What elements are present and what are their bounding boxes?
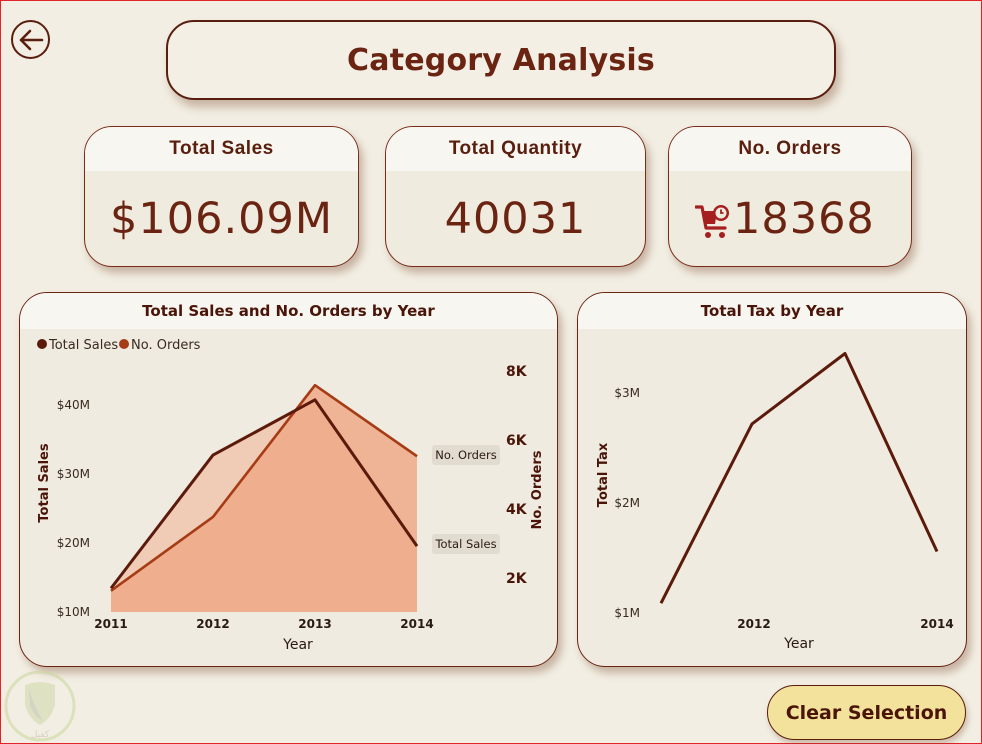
area-no-orders bbox=[111, 385, 417, 612]
x-tick-label: 2014 bbox=[400, 617, 433, 631]
y-tick-label: $10M bbox=[57, 605, 90, 619]
kpi-value-row: 18368 bbox=[669, 171, 911, 266]
x-tick-label: 2014 bbox=[920, 617, 953, 631]
y2-tick-label: 4K bbox=[506, 502, 528, 518]
y-tick-label: $1M bbox=[614, 606, 640, 620]
line-total-sales bbox=[109, 398, 419, 590]
page-title: Category Analysis bbox=[347, 42, 655, 78]
watermark-logo-icon: كفيل bbox=[4, 670, 76, 742]
y-axis-title: Total Tax bbox=[596, 442, 611, 507]
y-tick-label: $20M bbox=[57, 536, 90, 550]
y-tick-label: $3M bbox=[614, 386, 640, 400]
page-title-box: Category Analysis bbox=[166, 20, 836, 100]
kpi-card-total-quantity: Total Quantity 40031 bbox=[385, 126, 646, 267]
y2-tick-label: 6K bbox=[506, 433, 528, 449]
kpi-card-total-sales: Total Sales $106.09M bbox=[84, 126, 359, 267]
kpi-card-no-orders: No. Orders 18368 bbox=[668, 126, 912, 267]
y-tick-label: $30M bbox=[57, 467, 90, 481]
x-axis-title: Year bbox=[282, 637, 313, 653]
kpi-label: No. Orders bbox=[669, 127, 911, 171]
legend-dot-total-sales bbox=[37, 339, 47, 349]
y2-tick-label: 2K bbox=[506, 571, 528, 587]
end-label-bg bbox=[432, 445, 500, 465]
shopping-cart-clock-icon bbox=[695, 204, 729, 238]
line-total-tax bbox=[659, 352, 939, 604]
x-tick-label: 2012 bbox=[196, 617, 229, 631]
y-axis-title: Total Sales bbox=[37, 443, 52, 522]
arrow-left-icon bbox=[19, 29, 43, 50]
y-tick-label: $40M bbox=[57, 398, 90, 412]
back-button[interactable] bbox=[11, 20, 50, 59]
kpi-value: 18368 bbox=[733, 193, 875, 244]
chart-title: Total Tax by Year bbox=[578, 293, 966, 329]
clear-selection-button[interactable]: Clear Selection bbox=[767, 685, 966, 740]
y2-axis-title: No. Orders bbox=[530, 450, 545, 529]
x-tick-label: 2013 bbox=[298, 617, 331, 631]
x-tick-label: 2011 bbox=[94, 617, 127, 631]
legend-dot-no-orders bbox=[119, 339, 129, 349]
chart-title: Total Sales and No. Orders by Year bbox=[20, 293, 557, 329]
y-tick-label: $2M bbox=[614, 496, 640, 510]
kpi-value: 40031 bbox=[444, 193, 587, 244]
chart-total-tax-by-year[interactable]: $1M $2M $3M 2012 2014 Year Total Tax bbox=[578, 293, 967, 667]
kpi-label: Total Sales bbox=[85, 127, 358, 171]
kpi-value: $106.09M bbox=[110, 193, 333, 244]
end-label: Total Sales bbox=[434, 537, 496, 551]
kpi-label: Total Quantity bbox=[386, 127, 645, 171]
chart-card-tax: Total Tax by Year $1M $2M $3M 2012 2014 Year T… bbox=[577, 292, 967, 667]
end-label-bg bbox=[432, 534, 500, 554]
watermark-text: كفيل bbox=[31, 730, 50, 740]
x-axis-title: Year bbox=[783, 636, 814, 652]
chart-card-sales-orders: Total Sales and No. Orders by Year Total… bbox=[19, 292, 558, 667]
legend-label-total-sales: Total Sales bbox=[48, 338, 118, 353]
end-label: No. Orders bbox=[435, 448, 496, 462]
y2-tick-label: 8K bbox=[506, 364, 528, 380]
legend-label-no-orders: No. Orders bbox=[131, 338, 201, 353]
line-no-orders bbox=[110, 383, 418, 592]
x-tick-label: 2012 bbox=[737, 617, 770, 631]
chart-sales-orders-by-year[interactable]: Total Sales No. Orders $10M $20M $30M $40M 2K 4… bbox=[20, 293, 558, 667]
